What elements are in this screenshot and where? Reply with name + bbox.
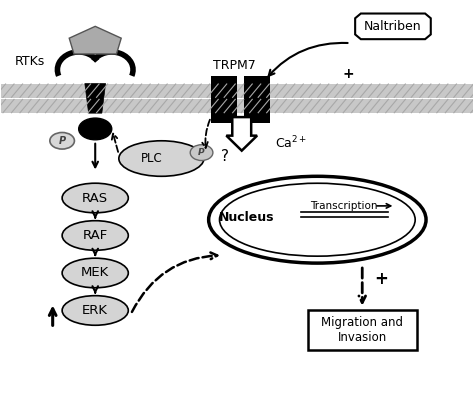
Text: +: + — [374, 270, 388, 288]
Ellipse shape — [62, 258, 128, 288]
Text: Naltriben: Naltriben — [364, 20, 422, 33]
Ellipse shape — [62, 221, 128, 250]
Text: Migration and
Invasion: Migration and Invasion — [321, 316, 403, 344]
Ellipse shape — [209, 176, 426, 263]
Bar — [0, 84, 474, 98]
Ellipse shape — [62, 183, 128, 213]
Text: P: P — [198, 148, 205, 157]
Polygon shape — [69, 27, 121, 54]
Text: MEK: MEK — [81, 267, 109, 280]
Text: PLC: PLC — [141, 152, 163, 165]
Bar — [211, 76, 237, 123]
Text: Ca$^{2+}$: Ca$^{2+}$ — [275, 135, 307, 151]
Bar — [0, 99, 474, 113]
Polygon shape — [355, 13, 431, 39]
Text: TRPM7: TRPM7 — [213, 59, 256, 72]
Text: Transcription: Transcription — [310, 201, 378, 211]
Ellipse shape — [119, 141, 204, 176]
Text: RTKs: RTKs — [15, 55, 45, 69]
Ellipse shape — [79, 118, 112, 140]
Ellipse shape — [50, 133, 74, 149]
Polygon shape — [85, 84, 106, 113]
Text: +: + — [342, 67, 354, 81]
Ellipse shape — [190, 145, 213, 160]
Text: RAS: RAS — [82, 192, 108, 204]
Text: Nucleus: Nucleus — [219, 211, 274, 224]
Text: ERK: ERK — [82, 304, 108, 317]
FancyArrow shape — [227, 117, 257, 150]
Bar — [244, 76, 270, 123]
Text: ?: ? — [221, 149, 229, 164]
Bar — [308, 310, 417, 350]
Ellipse shape — [219, 183, 415, 256]
Ellipse shape — [62, 296, 128, 325]
Text: RAF: RAF — [82, 229, 108, 242]
Text: P: P — [59, 136, 66, 146]
